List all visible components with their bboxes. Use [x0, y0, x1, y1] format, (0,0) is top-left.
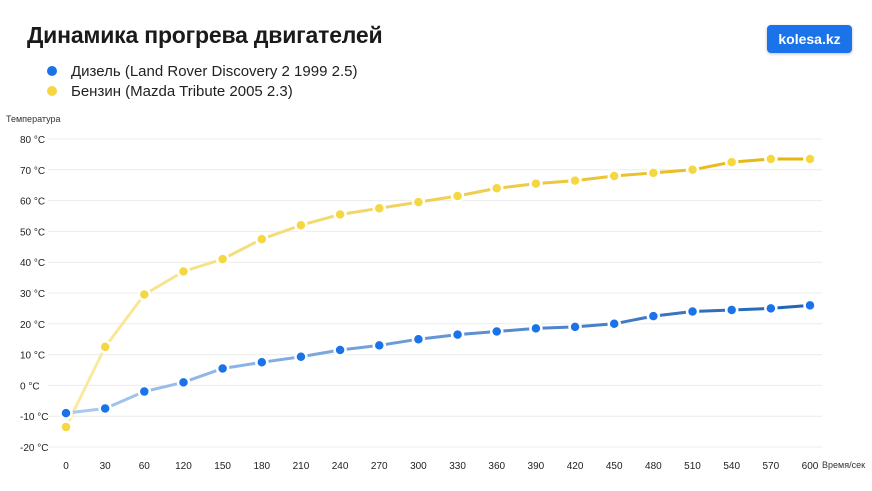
x-tick-label: 540: [723, 461, 740, 472]
x-tick-label: 30: [100, 461, 112, 472]
y-tick-label: 60 °C: [20, 197, 45, 208]
x-tick-label: 570: [762, 461, 779, 472]
petrol-data-point: [372, 201, 387, 216]
petrol-data-point: [450, 189, 465, 203]
series-line-segment: [299, 212, 342, 227]
x-tick-label: 450: [606, 461, 623, 472]
series-line-segment: [221, 237, 264, 261]
petrol-data-point: [176, 264, 191, 279]
petrol-data-point: [411, 195, 426, 209]
x-tick-label: 0: [63, 461, 69, 472]
legend-dot-petrol: [47, 86, 57, 96]
petrol-data-point: [215, 252, 230, 266]
y-tick-label: 50 °C: [20, 227, 45, 238]
series-line-segment: [142, 269, 185, 297]
y-axis-label: Температура: [6, 114, 61, 124]
diesel-data-point: [803, 298, 817, 313]
petrol-data-point: [294, 218, 308, 232]
y-tick-label: 80 °C: [20, 135, 45, 146]
diesel-data-point: [489, 324, 504, 339]
diesel-data-point: [255, 355, 269, 370]
diesel-data-point: [294, 350, 308, 364]
diesel-data-point: [685, 304, 700, 319]
x-tick-label: 480: [645, 461, 662, 472]
x-tick-label: 360: [488, 461, 505, 472]
chart-title: Динамика прогрева двигателей: [27, 22, 383, 48]
petrol-data-point: [137, 287, 152, 302]
petrol-data-point: [803, 152, 817, 166]
petrol-data-point: [724, 155, 739, 169]
x-tick-label: 270: [371, 461, 388, 472]
diesel-data-point: [568, 320, 582, 334]
y-tick-label: 70 °C: [20, 166, 45, 177]
x-axis-label: Время/сек: [822, 460, 866, 470]
petrol-data-point: [764, 152, 778, 166]
y-tick-label: 10 °C: [20, 351, 45, 362]
x-tick-label: 150: [214, 461, 231, 472]
y-tick-label: 20 °C: [20, 320, 45, 331]
petrol-data-point: [607, 169, 621, 183]
x-tick-label: 210: [293, 461, 310, 472]
petrol-data-point: [489, 181, 504, 196]
diesel-data-point: [646, 309, 661, 323]
y-tick-label: 0 °C: [20, 381, 40, 392]
y-tick-label: -20 °C: [20, 443, 48, 454]
diesel-data-point: [333, 343, 347, 357]
x-tick-label: 390: [528, 461, 545, 472]
legend: Дизель (Land Rover Discovery 2 1999 2.5)…: [47, 61, 357, 101]
petrol-data-point: [568, 173, 582, 188]
petrol-data-point: [98, 340, 112, 354]
diesel-data-point: [176, 375, 191, 390]
diesel-data-point: [98, 401, 112, 416]
x-tick-label: 240: [332, 461, 349, 472]
x-tick-label: 60: [139, 461, 151, 472]
diesel-data-point: [450, 327, 465, 342]
petrol-data-point: [333, 207, 347, 222]
y-tick-label: -10 °C: [20, 412, 48, 423]
x-tick-label: 600: [802, 461, 819, 472]
petrol-data-point: [59, 420, 73, 434]
x-tick-label: 330: [449, 461, 466, 472]
diesel-data-point: [411, 332, 426, 346]
petrol-data-point: [529, 176, 543, 191]
x-tick-label: 420: [567, 461, 584, 472]
diesel-data-point: [372, 338, 387, 353]
x-tick-label: 510: [684, 461, 701, 472]
x-tick-label: 180: [253, 461, 270, 472]
series-line-segment: [103, 390, 146, 410]
petrol-data-point: [685, 163, 700, 177]
y-tick-label: 30 °C: [20, 289, 45, 300]
diesel-data-point: [607, 317, 621, 331]
diesel-data-point: [529, 321, 543, 336]
legend-item-petrol: Бензин (Mazda Tribute 2005 2.3): [47, 81, 357, 101]
legend-label-diesel: Дизель (Land Rover Discovery 2 1999 2.5): [71, 62, 358, 80]
diesel-data-point: [137, 384, 152, 399]
diesel-data-point: [724, 303, 739, 317]
diesel-data-point: [59, 406, 73, 420]
series-line-segment: [103, 293, 146, 349]
legend-dot-diesel: [47, 66, 57, 76]
x-tick-label: 120: [175, 461, 192, 472]
x-tick-label: 300: [410, 461, 427, 472]
series-line-segment: [181, 257, 225, 273]
series-line-segment: [260, 223, 303, 241]
y-tick-label: 40 °C: [20, 258, 45, 269]
diesel-data-point: [764, 301, 778, 316]
legend-label-petrol: Бензин (Mazda Tribute 2005 2.3): [71, 82, 293, 100]
petrol-data-point: [255, 232, 269, 246]
series-line-segment: [181, 366, 225, 384]
brand-logo[interactable]: kolesa.kz: [767, 25, 852, 53]
diesel-data-point: [215, 361, 230, 376]
petrol-data-point: [646, 166, 661, 180]
legend-item-diesel: Дизель (Land Rover Discovery 2 1999 2.5): [47, 61, 357, 81]
